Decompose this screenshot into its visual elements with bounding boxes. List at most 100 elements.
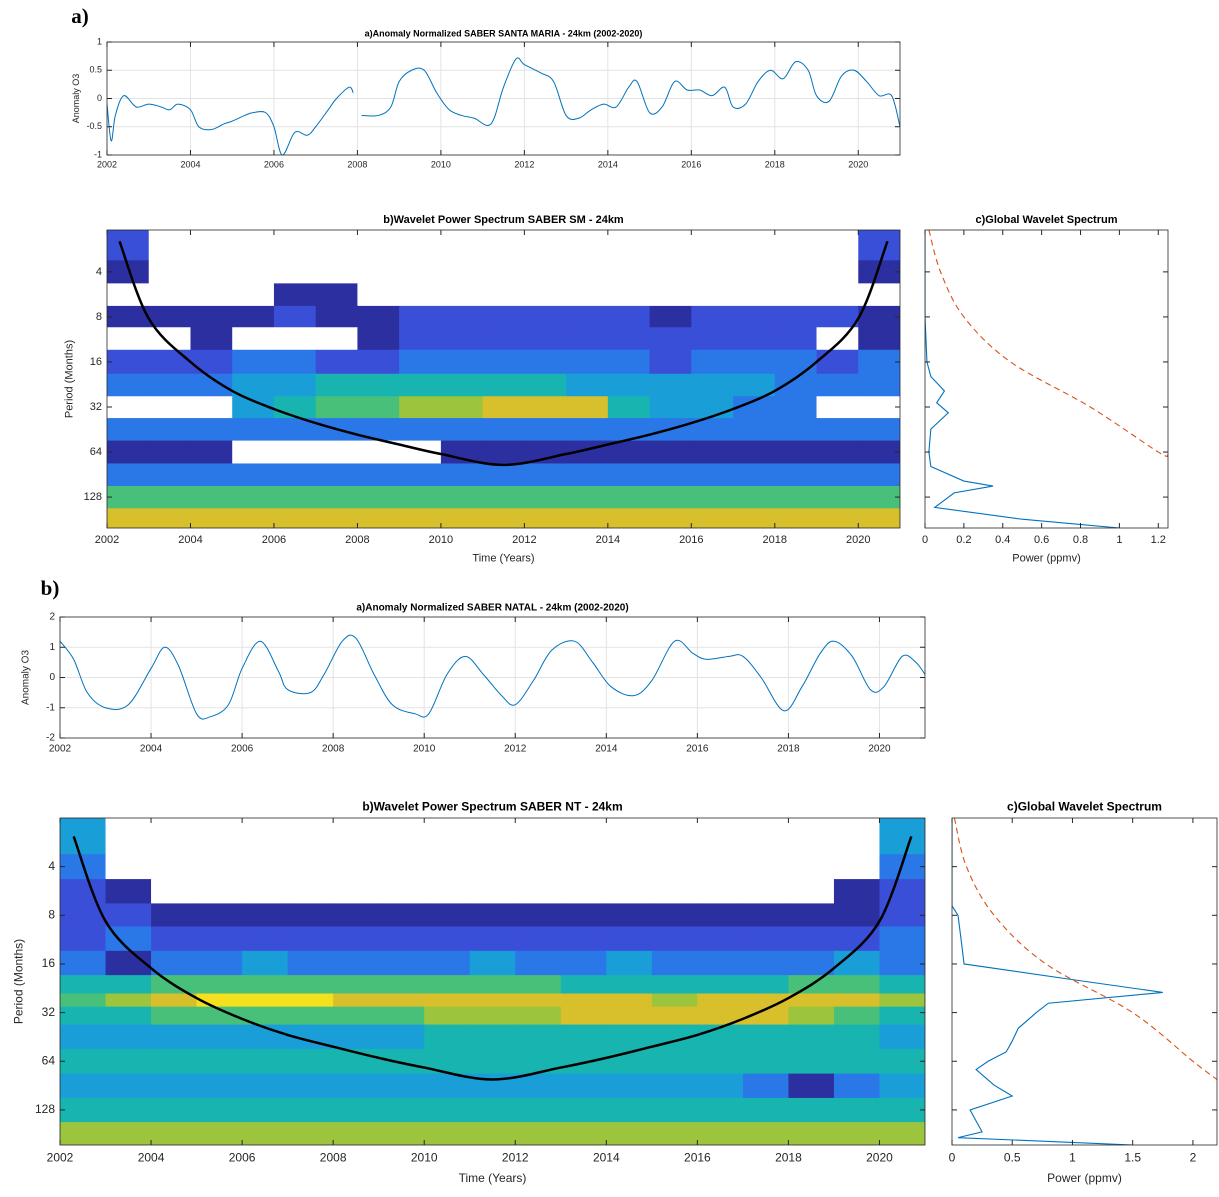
heat-cell [482,508,525,528]
heat-cell [151,818,197,855]
heat-cell [606,903,653,927]
heat-cell [774,508,817,528]
heat-cell [560,993,607,1008]
heat-cell [232,440,275,464]
heat-cell [606,1006,653,1025]
x-tick-label: 2004 [138,1150,165,1164]
heat-cell [651,854,698,880]
heat-cell [440,418,484,441]
heat-cell [399,508,442,528]
heat-cell [105,818,152,855]
heat-cell [273,283,317,307]
heat-cell [858,396,900,419]
heat-cell [733,283,776,307]
y-tick-label: 32 [42,1005,56,1019]
heat-cell [560,879,607,904]
heat-cell [833,854,880,880]
heat-cell [482,327,525,351]
heat-cell [649,508,692,528]
heat-cell [196,1097,243,1123]
heat-cell [482,485,525,509]
x-tick-label: 2016 [686,744,709,755]
heat-cell [697,1122,744,1145]
heat-cell [566,508,609,528]
heat-cell [315,463,358,487]
heat-cell [774,230,817,261]
heat-cell [833,993,880,1008]
heat-cell [816,418,859,441]
heat-cell [440,327,484,351]
heat-cell [378,854,425,880]
heat-cell [242,950,289,976]
heat-cell [607,508,650,528]
x-tick-label: 1.2 [1151,534,1166,546]
heat-cell [651,879,698,904]
heat-cell [560,1097,607,1123]
heat-cell [424,818,471,855]
heat-cell [469,950,516,976]
heat-cell [691,349,734,375]
heat-cell [833,1024,880,1050]
x-tick-label: 2014 [596,534,620,546]
heat-cell [287,993,334,1008]
heat-cell [691,283,734,307]
heat-cell [774,283,817,307]
heat-cell [148,463,191,487]
heat-cell [833,975,880,994]
heat-cell [440,305,484,328]
heat-cell [515,975,562,994]
heat-cell [242,975,289,994]
heat-cell [560,1006,607,1025]
heat-cell [651,903,698,927]
heat-cell [469,903,516,927]
heat-cell [816,283,859,307]
heat-cell [651,926,698,952]
data-line [361,57,900,127]
heat-cell [524,327,567,351]
heat-cell [733,508,776,528]
heat-cell [148,349,191,375]
heat-cell [774,260,817,284]
heat-cell [566,418,609,441]
chart-title: a)Anomaly Normalized SABER SANTA MARIA -… [365,28,643,38]
heat-cell [105,1097,152,1123]
heat-cell [287,1048,334,1075]
x-tick-label: 2018 [777,744,800,755]
heat-cell [482,349,525,375]
x-tick-label: 2020 [868,744,891,755]
heat-cell [107,485,150,509]
heat-cell [440,230,484,261]
plot-frame [951,817,1218,1146]
heat-cell [469,975,516,994]
heat-cell [273,373,317,397]
heat-cell [273,396,317,419]
heat-cell [190,305,233,328]
heat-cell [774,396,817,419]
heat-cell [196,903,243,927]
chart-title: c)Global Wavelet Spectrum [975,214,1117,226]
heat-cell [333,1097,380,1123]
heat-cell [440,260,484,284]
heat-cell [742,950,789,976]
x-axis-label: Power (ppmv) [1047,1171,1122,1185]
heat-cell [242,1048,289,1075]
heat-cell [60,1097,106,1123]
heat-cell [606,1122,653,1145]
heat-cell [440,485,484,509]
heat-cell [606,1073,653,1099]
heat-cell [524,260,567,284]
heat-cell [357,283,400,307]
heat-cell [378,950,425,976]
heat-cell [196,854,243,880]
heat-cell [151,1122,197,1145]
y-axis-label: Anomaly O3 [71,74,81,124]
heat-cell [515,1097,562,1123]
heat-cell [148,283,191,307]
heat-cell [148,327,191,351]
heat-cell [151,854,197,880]
heat-cell [440,396,484,419]
heat-cell [333,993,380,1008]
x-tick-label: 2006 [229,1150,256,1164]
heat-cell [607,396,650,419]
heat-cell [697,903,744,927]
